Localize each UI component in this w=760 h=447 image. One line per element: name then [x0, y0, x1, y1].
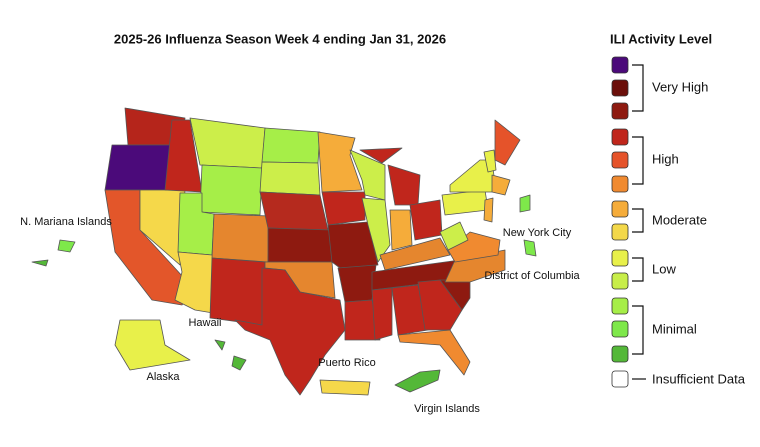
- nyc: [523, 239, 537, 257]
- state: [267, 227, 333, 263]
- state: [259, 191, 329, 231]
- state: [104, 144, 171, 191]
- mariana-islands: [57, 239, 76, 253]
- state: [211, 213, 271, 263]
- region-label: District of Columbia: [484, 270, 580, 282]
- legend-group: Insufficient Data: [652, 371, 746, 386]
- state: [441, 189, 489, 216]
- region-label: New York City: [503, 227, 572, 239]
- state: [349, 149, 386, 201]
- legend-swatch: [611, 320, 629, 338]
- legend-swatch: [611, 297, 629, 315]
- region-labels: N. Mariana Islands New York City Distric…: [20, 216, 580, 415]
- legend-group: High: [652, 151, 679, 166]
- region-label: Puerto Rico: [318, 357, 375, 369]
- mariana-islands: [31, 259, 49, 267]
- state: [491, 174, 511, 196]
- state: [483, 197, 494, 223]
- state: [389, 209, 413, 251]
- bracket: [632, 136, 644, 185]
- legend-group: Very High: [652, 79, 708, 94]
- state: [261, 127, 321, 164]
- legend-swatch: [611, 345, 629, 363]
- us-map: [31, 107, 537, 396]
- legend: ILI Activity Level Very High High Modera…: [610, 31, 746, 388]
- legend-swatch: [611, 128, 629, 146]
- legend-group: Minimal: [652, 321, 697, 336]
- state: [417, 279, 463, 331]
- state: [409, 199, 443, 241]
- bracket: [632, 64, 644, 112]
- region-label: N. Mariana Islands: [20, 216, 112, 228]
- state: [199, 164, 263, 216]
- legend-swatch: [611, 272, 629, 290]
- region-label: Virgin Islands: [414, 403, 480, 415]
- hawaii: [231, 355, 247, 371]
- legend-swatch: [611, 56, 629, 74]
- state: [379, 237, 451, 271]
- region-label: Hawaii: [188, 317, 221, 329]
- state: [359, 147, 403, 164]
- bracket: [632, 208, 644, 233]
- bracket: [632, 257, 644, 282]
- state: [317, 131, 363, 193]
- state: [234, 267, 346, 396]
- legend-swatch: [611, 370, 629, 388]
- legend-swatch: [611, 249, 629, 267]
- state: [439, 221, 469, 251]
- state: [337, 264, 377, 303]
- region-label: Alaska: [146, 371, 180, 383]
- virgin-islands: [394, 369, 441, 393]
- legend-swatch: [611, 151, 629, 169]
- legend-swatch: [611, 223, 629, 241]
- bracket: [632, 305, 644, 355]
- state: [189, 117, 266, 169]
- legend-swatch: [611, 175, 629, 193]
- legend-swatch: [611, 79, 629, 97]
- state: [259, 161, 321, 196]
- legend-swatch: [611, 102, 629, 120]
- state: [387, 164, 421, 206]
- state: [494, 119, 521, 166]
- map-title: 2025-26 Influenza Season Week 4 ending J…: [114, 31, 446, 46]
- legend-title: ILI Activity Level: [610, 31, 712, 46]
- legend-swatch: [611, 200, 629, 218]
- state: [344, 299, 381, 341]
- puerto-rico: [319, 379, 371, 396]
- state: [483, 149, 497, 173]
- dc: [519, 194, 531, 213]
- state: [397, 329, 471, 376]
- state: [321, 191, 366, 226]
- state: [209, 257, 266, 326]
- hawaii: [214, 339, 226, 351]
- legend-group: Moderate: [652, 212, 707, 227]
- legend-group: Low: [652, 261, 676, 276]
- state: [371, 287, 393, 341]
- alaska: [114, 319, 191, 371]
